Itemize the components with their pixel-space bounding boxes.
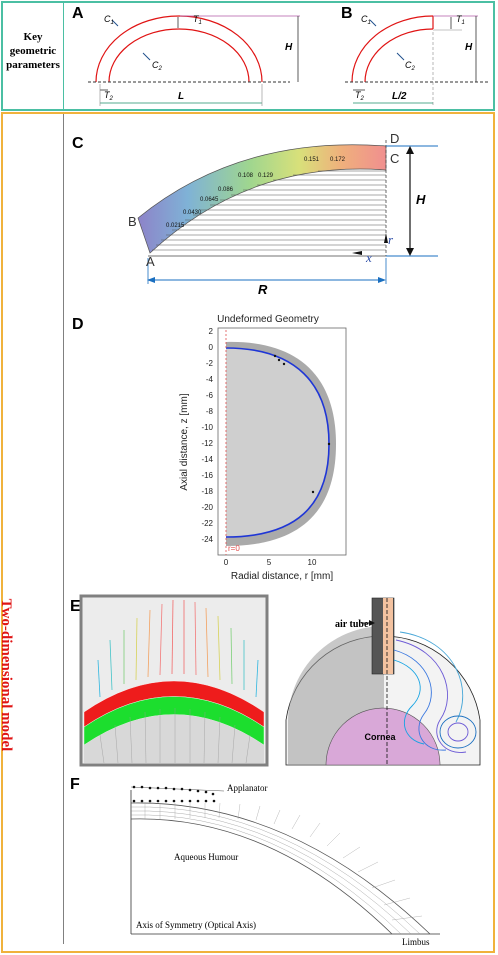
point-d-label: D — [390, 131, 399, 146]
panel-e-right-diagram: air tube Cornea — [285, 597, 481, 766]
y-tick-label: -18 — [201, 487, 213, 496]
axis-r-label: r — [388, 232, 394, 247]
panel-f-letter: F — [70, 776, 80, 793]
panel-b-c2-label: C2 — [405, 60, 416, 72]
air-tube-label: air tube — [335, 619, 369, 630]
panel-b-diagram: C1 C2 T1 T2 H L/2 — [345, 14, 490, 106]
contour-label: 0.172 — [330, 157, 346, 163]
key-parameters-label: Key geometric parameters — [6, 31, 60, 71]
panel-a-c2-label: C2 — [152, 60, 163, 72]
applanator-label: Applanator — [227, 783, 268, 793]
panel-b-letter: B — [341, 5, 353, 22]
x-tick-labels: 0 5 10 — [224, 558, 317, 567]
contour-label: 0.0645 — [200, 197, 219, 203]
x-tick-label: 10 — [308, 558, 317, 567]
panel-c-diagram: 0.0215 0.0430 0.0645 0.086 0.108 0.129 0… — [128, 131, 438, 297]
y-tick-label: 2 — [209, 327, 214, 336]
y-tick-label: -12 — [201, 439, 213, 448]
panel-d-letter: D — [72, 316, 84, 333]
y-tick-label: -14 — [201, 455, 213, 464]
key-parameters-panel — [1, 1, 495, 111]
panel-a-l-label: L — [178, 91, 184, 102]
panel-c-hatch — [152, 170, 386, 251]
y-tick-label: -8 — [206, 407, 214, 416]
y-tick-label: -2 — [206, 359, 214, 368]
panel-c-letter: C — [72, 135, 84, 152]
point-a-label: A — [146, 254, 155, 269]
aqueous-humour-label: Aqueous Humour — [174, 852, 238, 862]
y-tick-label: -10 — [201, 423, 213, 432]
divider — [63, 3, 64, 109]
panel-a-t1-label: T1 — [193, 14, 202, 26]
cornea-label: Cornea — [364, 732, 396, 742]
y-tick-label: -4 — [206, 375, 214, 384]
y-tick-label: 0 — [209, 343, 214, 352]
two-dimensional-model-panel — [1, 112, 495, 953]
r0-label: r=0 — [228, 544, 240, 553]
y-tick-label: -16 — [201, 471, 213, 480]
y-axis-label: Axial distance, z [mm] — [179, 393, 190, 490]
contour-label: 0.086 — [218, 187, 234, 193]
panel-b-h-label: H — [465, 42, 473, 53]
point-b-label: B — [128, 214, 137, 229]
point-c-label: C — [390, 151, 399, 166]
panel-a-diagram: C1 C2 T1 T2 H L — [88, 14, 300, 106]
y-tick-label: -20 — [201, 503, 213, 512]
panel-a-letter: A — [72, 5, 84, 22]
y-tick-labels: 2 0 -2 -4 -6 -8 -10 -12 -14 -16 -18 -20 … — [201, 327, 213, 544]
contour-label: 0.0430 — [183, 210, 202, 216]
panel-a-c1-label: C1 — [104, 14, 114, 26]
panel-b-c1-label: C1 — [361, 14, 371, 26]
panel-b-l-label: L/2 — [392, 91, 407, 102]
panel-e-left-diagram — [79, 594, 269, 767]
panel-d-plot: Undeformed Geometry r=0 2 0 -2 -4 -6 -8 … — [179, 314, 347, 582]
panel-d-title: Undeformed Geometry — [217, 314, 319, 325]
panel-c-r-label: R — [258, 282, 268, 297]
x-tick-label: 0 — [224, 558, 229, 567]
y-tick-label: -22 — [201, 519, 213, 528]
contour-label: 0.108 — [238, 173, 254, 179]
x-axis-label: Radial distance, r [mm] — [231, 571, 333, 582]
panel-e-letter: E — [70, 598, 81, 615]
divider — [63, 114, 64, 944]
panel-c-h-label: H — [416, 192, 426, 207]
panel-a-t2-label: T2 — [104, 90, 114, 102]
contour-label: 0.129 — [258, 173, 274, 179]
contour-label: 0.0215 — [166, 223, 185, 229]
panel-b-t1-label: T1 — [456, 14, 465, 26]
axis-of-symmetry-label: Axis of Symmetry (Optical Axis) — [136, 920, 256, 930]
y-tick-label: -6 — [206, 391, 214, 400]
y-tick-label: -24 — [201, 535, 213, 544]
panel-b-t2-label: T2 — [355, 90, 365, 102]
axis-x-label: x — [365, 250, 372, 265]
contour-label: 0.151 — [304, 157, 320, 163]
x-tick-label: 5 — [267, 558, 272, 567]
limbus-label: Limbus — [402, 937, 430, 947]
panel-a-h-label: H — [285, 42, 293, 53]
